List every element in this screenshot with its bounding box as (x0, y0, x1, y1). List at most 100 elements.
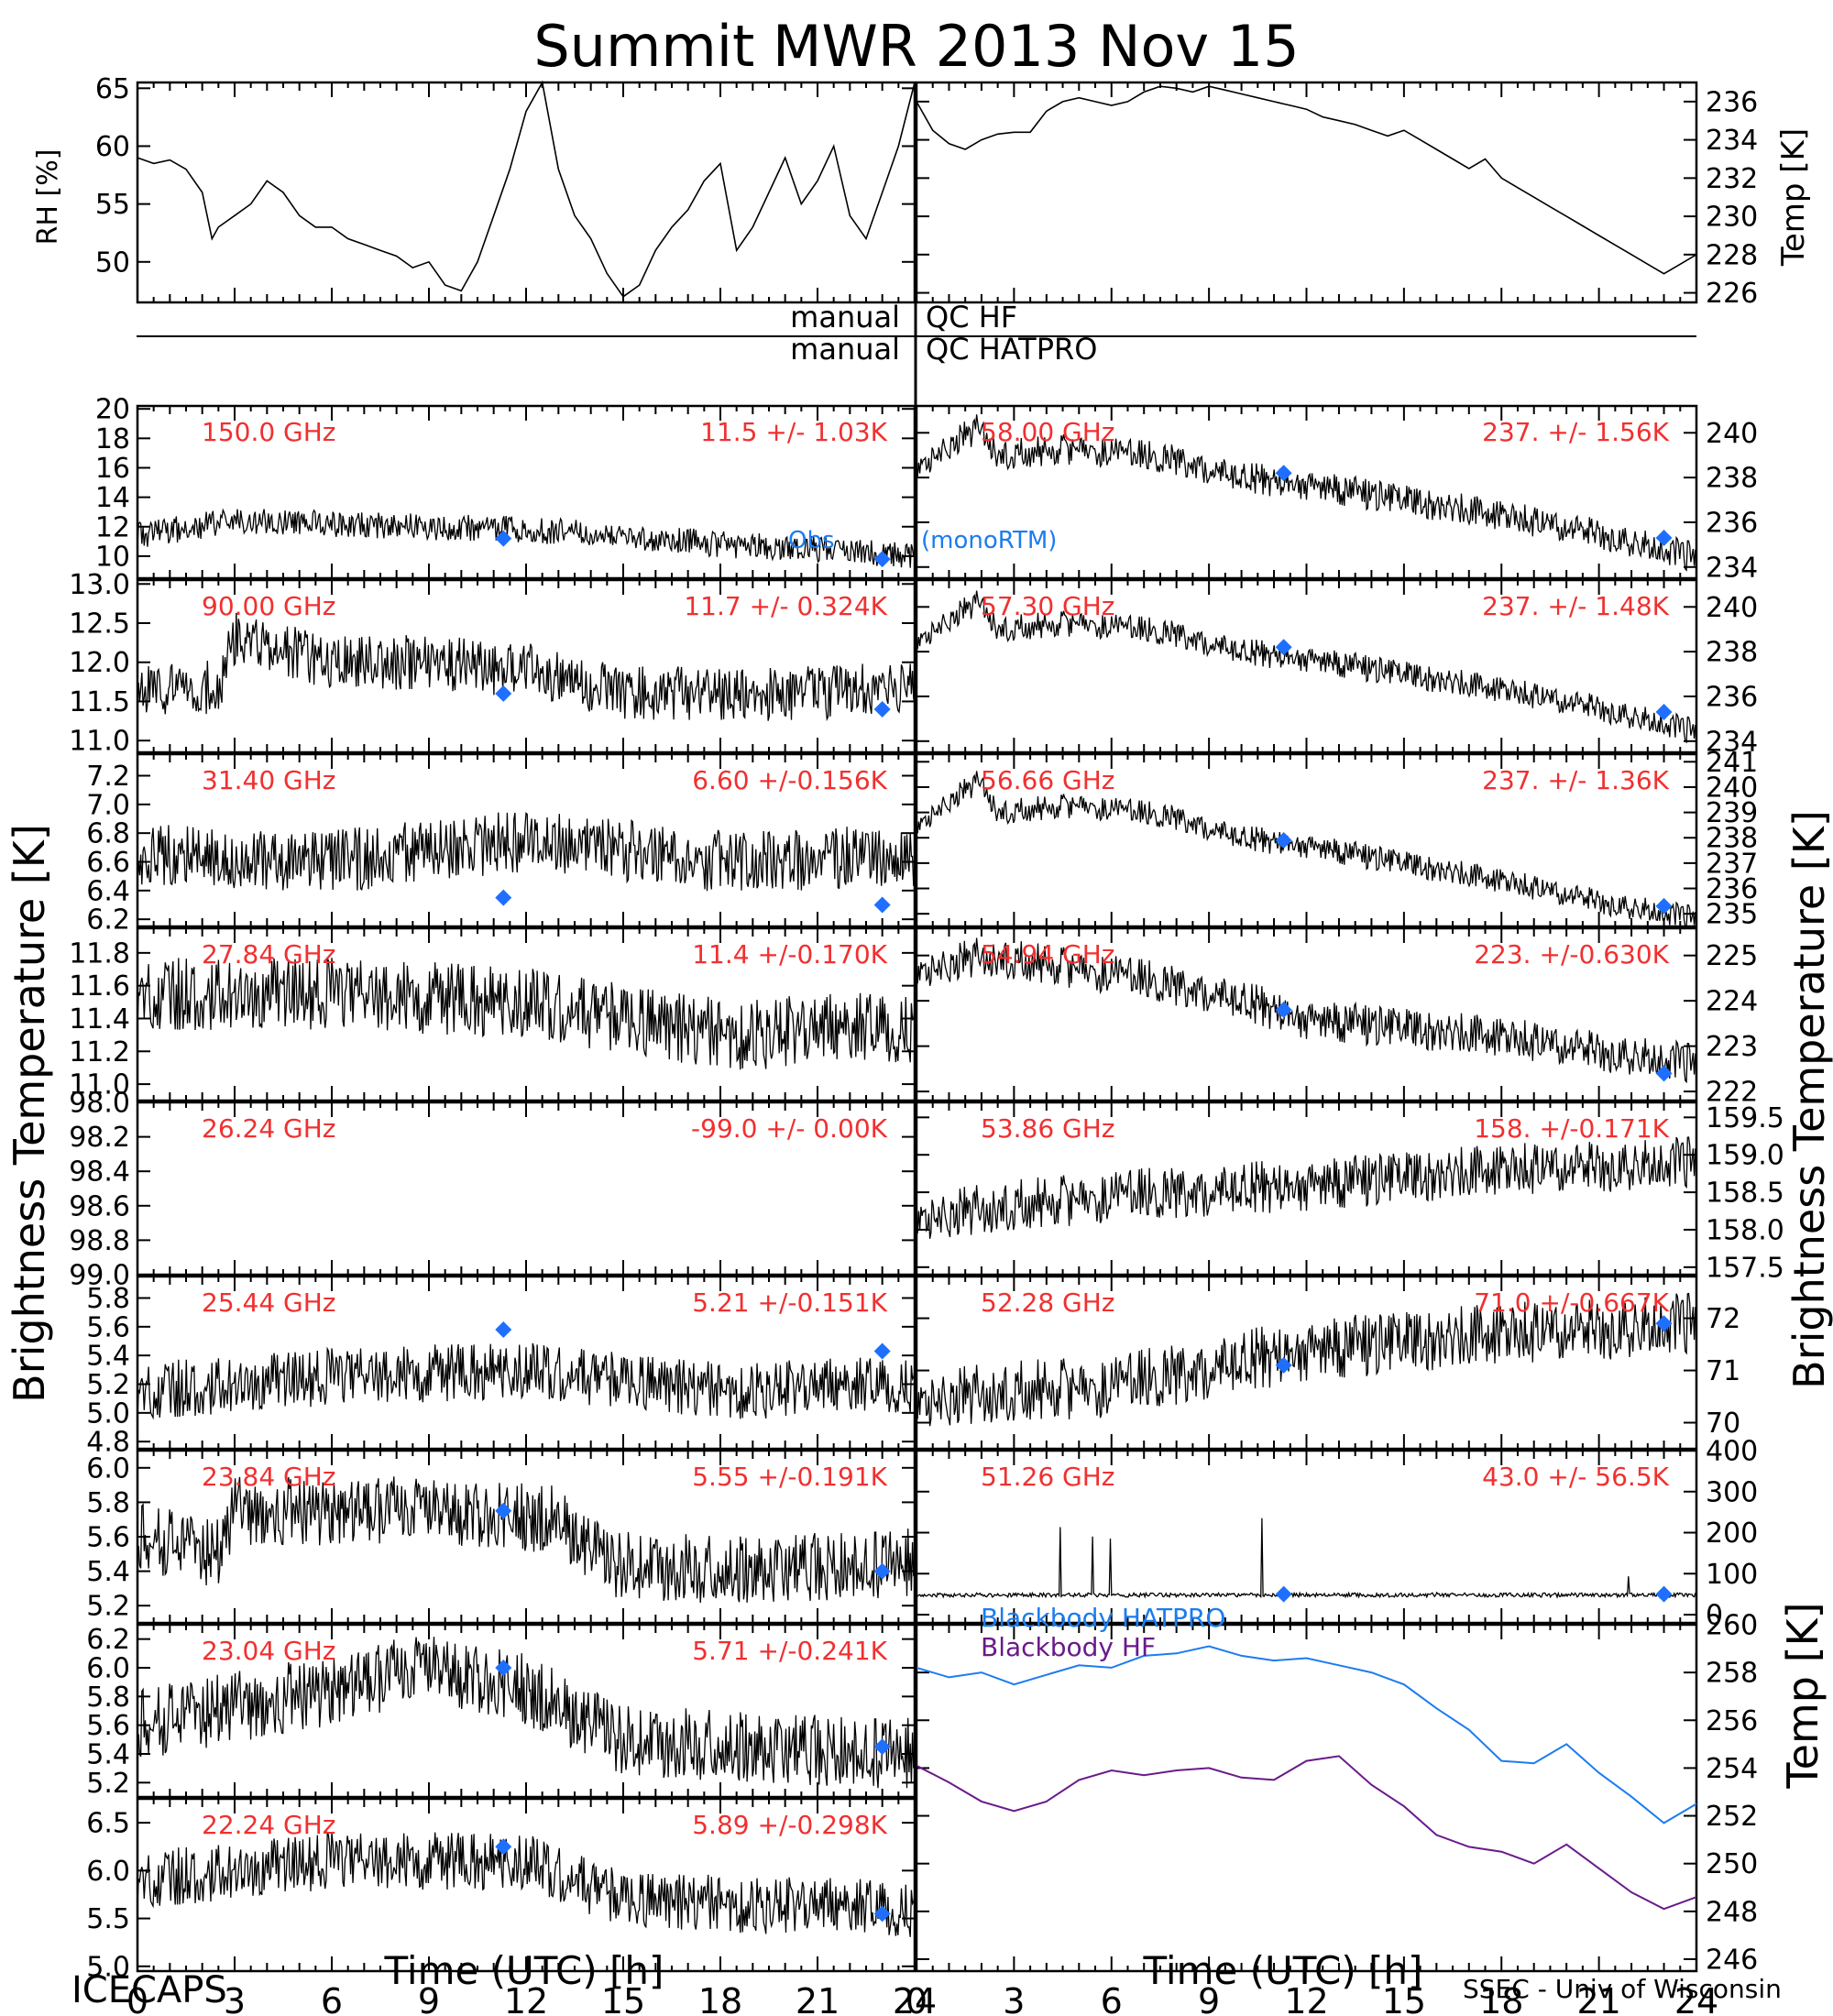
ch25-ytick-label: 5.4 (86, 1341, 130, 1373)
ch90-model-marker (873, 701, 891, 718)
legend-bb-hatpro: Blackbody HATPRO (981, 1603, 1225, 1633)
ch53-ytick-label: 159.0 (1706, 1140, 1784, 1172)
ch150-ytick-label: 14 (95, 482, 130, 514)
ch23_84-stat: 5.55 +/-0.191K (692, 1462, 887, 1492)
ch26-ytick-label: 98.4 (69, 1156, 130, 1189)
ch57-ytick-label: 240 (1706, 592, 1758, 624)
ch150-ytick-label: 12 (95, 511, 130, 543)
ch26-panel: 98.098.298.498.698.899.0 26.24 GHz -99.0 +… (69, 1088, 916, 1292)
bb-hatpro-series (916, 1645, 1697, 1824)
rh-ytick-label: 50 (95, 247, 130, 279)
footer-right: SSEC - Univ of Wisconsin (1463, 1974, 1782, 2004)
ch31-label: 31.40 GHz (202, 765, 336, 795)
ch56-model-marker (1275, 832, 1292, 849)
ch51-panel: 0 100 200 300 400 51.26 GHz 43.0 +/- 56.5K (915, 1436, 1758, 1632)
x-tick-label-left: 12 (504, 1981, 548, 2016)
ch25-ytick-label: 5.8 (86, 1283, 130, 1315)
ch56-stat: 237. +/- 1.36K (1482, 765, 1669, 795)
temp-top-ytick-label: 232 (1706, 163, 1758, 195)
ch58-obs-series (916, 414, 1697, 572)
ch25-model-marker (495, 1320, 512, 1338)
ch52-label: 52.28 GHz (981, 1287, 1115, 1318)
ch56-ytick-label: 240 (1706, 772, 1758, 804)
ch51-ytick-label: 400 (1706, 1436, 1758, 1468)
ch27-label: 27.84 GHz (202, 939, 336, 970)
x-axis-title-right: Time (UTC) [h] (1143, 1948, 1423, 1993)
x-tick-label-right: 6 (1101, 1981, 1123, 2016)
ch150-label: 150.0 GHz (202, 417, 336, 447)
ch57-label: 57.30 GHz (981, 591, 1115, 621)
ch52-stat: 71.0 +/-0.667K (1474, 1287, 1669, 1318)
ch31-model-marker (495, 889, 512, 906)
ch51-ytick-label: 0 (1706, 1600, 1723, 1632)
ch22-obs-series (137, 1830, 916, 1937)
x-tick-label-left: 18 (698, 1981, 742, 2016)
ch22-stat: 5.89 +/-0.298K (692, 1810, 887, 1840)
ch54-ytick-label: 223 (1706, 1031, 1758, 1063)
ch27-stat: 11.4 +/-0.170K (692, 939, 887, 970)
ch26-label: 26.24 GHz (202, 1113, 336, 1144)
ch31-ytick-label: 6.2 (86, 904, 130, 937)
temp-top-series (916, 85, 1697, 275)
ch90-stat: 11.7 +/- 0.324K (684, 591, 887, 621)
ch150-model-marker (873, 551, 891, 568)
ch54-stat: 223. +/-0.630K (1474, 939, 1669, 970)
ch54-model-marker (1275, 1002, 1292, 1019)
ch27-ytick-label: 11.0 (69, 1069, 130, 1101)
ch23_04-ytick-label: 5.4 (86, 1739, 130, 1771)
ch22-ytick-label: 5.0 (86, 1951, 130, 1983)
ch58-stat: 237. +/- 1.56K (1482, 417, 1669, 447)
ch31-model-marker (873, 896, 891, 914)
ch54-panel: 222 223 224 225 54.94 GHz 223. +/-0.630K (915, 926, 1758, 1109)
ch22-label: 22.24 GHz (202, 1810, 336, 1840)
ch53-ytick-label: 159.5 (1706, 1102, 1784, 1134)
ch23_04-stat: 5.71 +/-0.241K (692, 1636, 887, 1666)
ch27-ytick-label: 11.2 (69, 1036, 130, 1068)
ch90-label: 90.00 GHz (202, 591, 336, 621)
ch53-ytick-label: 158.0 (1706, 1214, 1784, 1246)
ch56-model-marker (1655, 897, 1673, 915)
ch53-panel: 157.5 158.0 158.5 159.0 159.5 53.86 GHz 158. +… (915, 1101, 1784, 1284)
ch58-ytick-label: 236 (1706, 507, 1758, 539)
rh-axis-title: RH [%] (32, 149, 64, 246)
ch23_04-model-marker (873, 1738, 891, 1756)
ch23_84-obs-series (137, 1476, 916, 1604)
bb-ytick-label: 248 (1706, 1896, 1758, 1928)
ch52-ytick-label: 70 (1706, 1408, 1740, 1440)
ch31-panel: 6.26.46.66.87.07.2 31.40 GHz 6.60 +/-0.156… (86, 752, 916, 937)
ch90-panel: 11.0 11.5 12.0 12.5 13.0 90.00 GHz 11.7 +/- 0.… (69, 569, 916, 758)
temp-bb-axis-title: Temp [K] (1778, 1602, 1828, 1789)
x-tick-label-left: 15 (601, 1981, 645, 2016)
ch31-ytick-label: 7.2 (86, 761, 130, 793)
x-tick-label-left: 21 (796, 1981, 840, 2016)
ch26-ytick-label: 99.0 (69, 1260, 130, 1292)
ch25-ytick-label: 4.8 (86, 1427, 130, 1459)
ch58-ytick-label: 234 (1706, 552, 1758, 584)
ch58-label: 58.00 GHz (981, 417, 1115, 447)
rh-ytick-label: 65 (95, 73, 130, 105)
ch25-model-marker (873, 1342, 891, 1360)
ch52-ytick-label: 71 (1706, 1355, 1740, 1387)
ch150-model-marker (495, 530, 512, 547)
legend-bb-hf: Blackbody HF (981, 1632, 1156, 1662)
ch25-panel: 4.85.05.25.45.65.8 25.44 GHz 5.21 +/-0.151… (86, 1275, 916, 1459)
ch51-ytick-label: 200 (1706, 1517, 1758, 1550)
ch54-model-marker (1655, 1065, 1673, 1082)
ch26-ytick-label: 98.0 (69, 1088, 130, 1120)
ch23_84-ytick-label: 5.8 (86, 1487, 130, 1519)
ch57-panel: 234 236 238 240 57.30 GHz 237. +/- 1.48K (915, 578, 1758, 758)
ch23_04-ytick-label: 6.0 (86, 1653, 130, 1685)
ch25-obs-series (137, 1342, 916, 1420)
ch26-ytick-label: 98.8 (69, 1225, 130, 1257)
ch90-ytick-label: 13.0 (69, 569, 130, 601)
x-tick-label-right: 18 (1479, 1981, 1523, 2016)
ch150-ytick-label: 20 (95, 394, 130, 426)
ch56-ytick-label: 238 (1706, 823, 1758, 855)
bb-ytick-label: 250 (1706, 1848, 1758, 1880)
temp-top-ytick-label: 234 (1706, 125, 1758, 157)
x-tick-label-left: 0 (126, 1981, 148, 2016)
ch52-ytick-label: 72 (1706, 1303, 1740, 1335)
ch25-ytick-label: 5.0 (86, 1397, 130, 1430)
